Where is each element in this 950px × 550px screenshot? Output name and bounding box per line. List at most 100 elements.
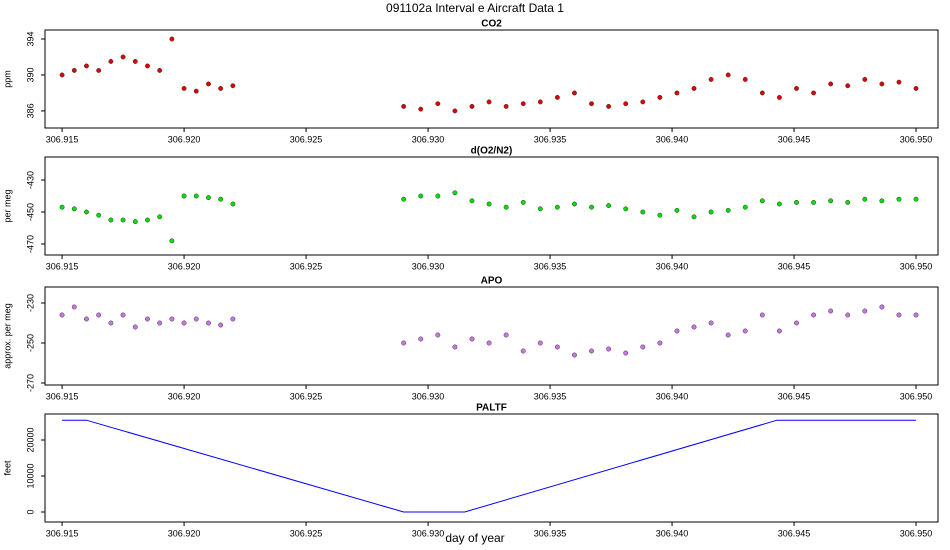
plot-frame [44,413,939,523]
x-tick-label: 306.920 [168,391,201,401]
data-point [742,328,748,334]
y-tick-label: 386 [25,103,35,118]
data-point [862,196,868,202]
data-point [108,59,114,64]
data-point [537,340,543,346]
data-point [59,72,65,78]
data-point [418,106,424,112]
data-point [589,101,594,107]
data-point [811,199,817,205]
data-point [157,320,163,326]
data-point [811,312,817,318]
data-point [794,320,799,326]
data-point [657,212,663,218]
data-point [589,204,594,210]
x-tick-label: 306.915 [46,261,79,271]
data-point [230,316,236,322]
data-point [96,212,102,218]
data-point [469,336,475,342]
data-point [913,85,919,91]
data-point [206,320,211,326]
y-tick-label: 10000 [25,463,35,488]
data-point [623,101,629,107]
data-point [435,193,441,199]
data-point [503,204,509,210]
data-point [759,198,765,204]
data-point [71,206,77,212]
data-point [691,214,697,220]
data-point [71,304,77,310]
data-point [84,63,89,69]
data-point [486,99,492,105]
x-tick-label: 306.925 [290,528,323,538]
data-point [120,54,126,60]
x-tick-label: 306.940 [656,391,689,401]
data-point [845,312,851,318]
data-point [862,76,868,82]
data-point [452,108,458,114]
plot-frame [44,286,939,386]
data-point [674,328,680,334]
x-tick-label: 306.940 [656,134,689,144]
data-point [401,196,407,202]
data-point [193,316,199,322]
data-point [132,324,138,330]
panel-title: APO [481,276,503,287]
data-point [725,332,731,338]
data-point [503,332,509,338]
data-point [503,103,509,109]
data-point [913,196,919,202]
y-tick-label: 394 [25,31,35,46]
data-point [554,94,560,100]
data-point [811,90,817,96]
data-point [845,199,851,205]
data-point [520,101,526,107]
data-point [230,201,236,207]
data-point [145,63,150,69]
data-point [674,207,680,213]
panel-title: CO2 [481,19,502,30]
data-point [486,340,492,346]
x-tick-label: 306.950 [900,528,933,538]
data-point [606,103,612,109]
data-point [218,85,224,91]
x-tick-label: 306.915 [46,528,79,538]
data-point [674,90,680,96]
x-tick-label: 306.945 [778,391,811,401]
data-point [828,81,834,87]
data-point [572,201,577,207]
data-point [708,209,714,215]
data-point [145,217,150,223]
data-point [623,350,629,356]
data-point [169,36,175,42]
data-point [59,204,65,210]
data-point [759,312,765,318]
data-point [759,90,765,96]
data-point [84,316,89,322]
data-point [896,79,902,85]
plot-frame [44,156,939,256]
data-point [193,193,199,199]
data-point [469,103,475,109]
x-tick-label: 306.945 [778,134,811,144]
x-tick-label: 306.935 [534,391,567,401]
x-tick-label: 306.930 [412,528,445,538]
x-tick-label: 306.920 [168,134,201,144]
data-point [169,238,175,244]
x-axis-label: day of year [445,531,504,545]
data-point [725,207,731,213]
x-tick-label: 306.925 [290,134,323,144]
data-point [640,344,646,350]
data-point [181,85,187,91]
data-point [120,312,126,318]
data-point [401,340,407,346]
data-point [84,209,89,215]
data-point [896,312,902,318]
y-axis-label: ppm [2,70,12,88]
data-point [132,219,138,225]
data-point [572,90,577,96]
data-point [640,99,646,105]
data-point [691,85,697,91]
x-tick-label: 306.930 [412,134,445,144]
data-point [469,198,475,204]
